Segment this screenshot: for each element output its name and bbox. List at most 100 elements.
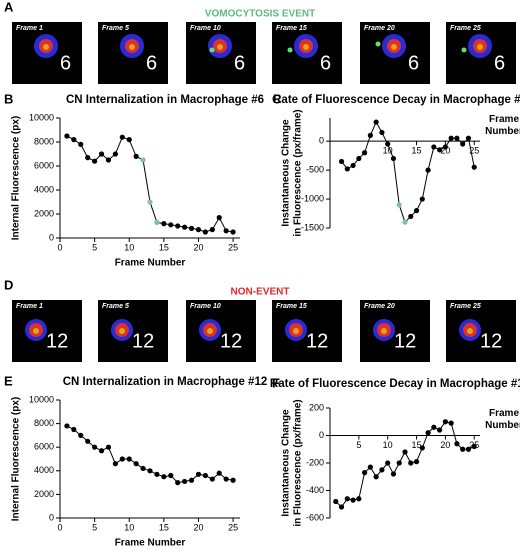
data-point	[209, 476, 215, 482]
data-point	[182, 224, 188, 230]
panel-letter: E	[4, 373, 13, 388]
cell-center	[119, 328, 125, 334]
data-point	[460, 446, 466, 452]
data-point	[147, 468, 153, 474]
y-tick-label: 10000	[29, 112, 54, 122]
x-tick-label: 25	[228, 522, 238, 532]
data-point	[126, 137, 132, 143]
y-axis-title: in Fluorescence (px/frame)	[293, 399, 304, 526]
data-point	[454, 441, 460, 447]
data-point	[64, 423, 70, 429]
y-tick-label: 0	[319, 430, 324, 440]
x-tick-label: 20	[193, 522, 203, 532]
x-tick-label: 15	[412, 440, 422, 450]
data-point	[168, 222, 174, 228]
panel-letter: B	[4, 91, 13, 106]
panel-letter: A	[4, 0, 14, 14]
x-tick-label: 0	[57, 242, 62, 252]
panel-letter: F	[272, 375, 280, 390]
x-axis-title: Number	[485, 126, 520, 137]
y-tick-label: -200	[306, 457, 324, 467]
data-point	[223, 228, 229, 234]
x-tick-label: 25	[228, 242, 238, 252]
data-point	[105, 444, 112, 450]
data-point	[85, 438, 91, 444]
cell-center	[477, 44, 483, 50]
cell-number: 6	[320, 52, 331, 74]
x-axis-title: Frame Number	[115, 538, 186, 549]
data-point	[465, 446, 472, 452]
data-point	[92, 444, 98, 450]
cell-number: 6	[494, 52, 505, 74]
data-line	[335, 421, 475, 508]
frame-label: Frame 15	[276, 25, 307, 32]
chart-title: CN Internalization in Macrophage #12	[63, 376, 267, 388]
data-point	[140, 157, 146, 163]
data-point	[402, 449, 408, 455]
frame-label: Frame 20	[364, 303, 395, 310]
data-point	[133, 153, 139, 159]
data-point	[396, 460, 402, 466]
frame-label: Frame 10	[190, 303, 221, 310]
data-point	[154, 471, 160, 477]
data-point	[431, 424, 437, 430]
x-axis-title: Number	[485, 420, 520, 431]
data-point	[112, 461, 118, 467]
x-tick-label: 20	[193, 242, 203, 252]
data-point	[168, 472, 174, 479]
cell-center	[43, 44, 49, 50]
frame-label: Frame 5	[102, 25, 129, 32]
data-line	[66, 425, 234, 484]
data-point	[223, 476, 229, 482]
data-point	[362, 150, 368, 156]
frame-label: Frame 20	[364, 25, 395, 32]
data-point	[425, 167, 431, 173]
data-point	[105, 157, 112, 163]
data-point	[126, 456, 132, 462]
ejected-particle	[209, 47, 215, 53]
x-tick-label: 0	[57, 522, 62, 532]
data-point	[161, 221, 167, 227]
y-tick-label: 2000	[34, 208, 54, 218]
y-tick-label: 0	[49, 232, 54, 242]
data-point	[385, 460, 391, 466]
data-point	[390, 155, 397, 162]
cell-number: 6	[60, 52, 71, 74]
data-point	[188, 477, 195, 483]
x-tick-label: 15	[412, 146, 422, 156]
data-point	[413, 459, 420, 465]
y-tick-label: -600	[306, 512, 324, 522]
cell-number: 12	[480, 330, 502, 352]
cell-number: 12	[220, 330, 242, 352]
y-tick-label: 6000	[34, 442, 54, 452]
data-point	[437, 427, 443, 433]
cell-center	[381, 328, 387, 334]
y-tick-label: 0	[319, 136, 324, 146]
y-tick-label: 8000	[34, 418, 54, 428]
cell-center	[391, 44, 397, 50]
frame-image	[360, 300, 430, 362]
y-tick-label: 4000	[34, 184, 54, 194]
data-point	[431, 144, 437, 150]
strip-title: VOMOCYTOSIS EVENT	[205, 9, 315, 20]
data-point	[379, 129, 385, 136]
data-point	[140, 465, 146, 472]
y-tick-label: 10000	[29, 394, 54, 404]
data-point	[425, 430, 431, 436]
ejected-particle	[461, 47, 467, 53]
y-axis-title: Instantaneous Change	[281, 119, 292, 227]
x-axis-title: Frame	[489, 114, 519, 125]
data-point	[64, 133, 70, 139]
x-tick-label: 5	[356, 440, 361, 450]
x-axis-title: Frame Number	[115, 258, 186, 269]
data-point	[216, 215, 222, 221]
y-tick-label: 0	[49, 512, 54, 522]
cell-number: 6	[146, 52, 157, 74]
cell-center	[303, 44, 309, 50]
data-point	[385, 141, 391, 147]
data-point	[71, 137, 77, 143]
data-point	[112, 151, 118, 157]
data-point	[419, 196, 425, 202]
x-tick-label: 10	[383, 440, 393, 450]
